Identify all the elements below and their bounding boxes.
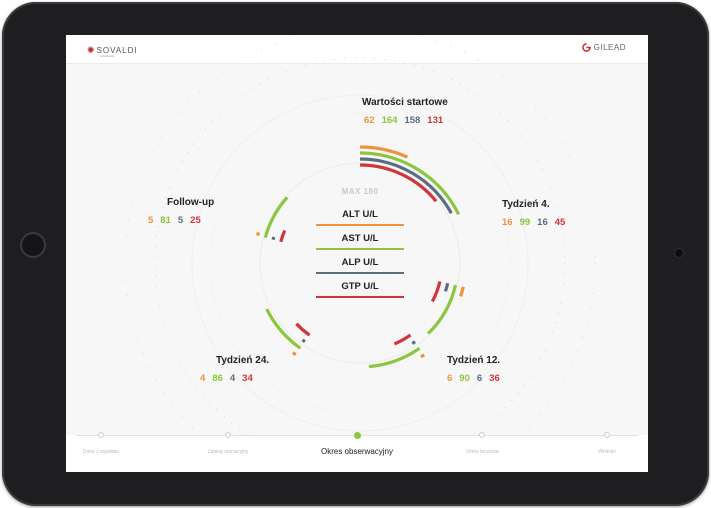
- value-4-0: 5: [148, 215, 154, 226]
- radial-chart: [124, 35, 596, 435]
- tick-ring: [209, 112, 511, 414]
- nav-dot-4[interactable]: [604, 432, 610, 438]
- bar-0-3: [359, 163, 438, 203]
- legend-swatch-1: [316, 248, 404, 250]
- value-1-3: 45: [554, 217, 566, 228]
- bar-0-0: [359, 145, 409, 159]
- value-2-2: 6: [476, 373, 483, 384]
- nav-item-3[interactable]: Okres leczenia: [465, 449, 499, 455]
- nav-item-4[interactable]: Wnioski: [598, 449, 616, 455]
- bar-1-1: [426, 284, 458, 335]
- value-3-1: 86: [212, 373, 223, 384]
- legend-swatch-0: [316, 224, 404, 226]
- bar-1-2: [443, 282, 450, 292]
- legend-label-0: ALT U/L: [342, 209, 378, 220]
- nav-dot-2[interactable]: [353, 431, 361, 439]
- value-1-1: 99: [519, 217, 531, 228]
- legend-item-0[interactable]: ALT U/L: [316, 209, 404, 226]
- max-label: MAX 180: [341, 187, 379, 196]
- group-label-2: Tydzień 12.: [447, 355, 501, 366]
- group-values-3: 4 86 4 34: [200, 373, 260, 384]
- nav-item-1[interactable]: Zabieg operacyjny: [207, 449, 249, 455]
- sovaldi-logo[interactable]: ✺ SOVALDI sofosbuwir: [87, 42, 138, 59]
- group-label-1: Tydzień 4.: [502, 199, 550, 210]
- header-bar: ✺ SOVALDI sofosbuwir GILEAD: [66, 35, 648, 64]
- sovaldi-mark-icon: ✺: [87, 44, 95, 55]
- legend-label-2: ALP U/L: [341, 257, 379, 268]
- camera-icon: [674, 248, 684, 258]
- bar-2-1: [368, 346, 421, 369]
- value-2-3: 36: [489, 373, 500, 384]
- dotted-ring: [154, 57, 566, 435]
- nav-dot-0[interactable]: [98, 432, 104, 438]
- group-values-1: 16 99 16 45: [502, 217, 572, 228]
- bottom-navigation: Dane z wywiadu Zabieg operacyjny Okres obs…: [66, 431, 648, 472]
- group-values-0: 62 164 158 131: [364, 115, 450, 126]
- bar-3-1: [265, 308, 302, 350]
- bar-0-2: [359, 157, 453, 215]
- brand-right-text: GILEAD: [593, 43, 626, 52]
- value-2-1: 90: [459, 373, 470, 384]
- bar-2-3: [393, 333, 412, 346]
- value-0-1: 164: [381, 115, 398, 126]
- value-0-3: 131: [427, 115, 444, 126]
- bar-4-0: [256, 231, 261, 236]
- outer-ring: [191, 94, 529, 432]
- home-button[interactable]: [20, 232, 46, 258]
- bar-3-3: [295, 322, 311, 337]
- bar-1-0: [459, 286, 465, 297]
- value-2-0: 6: [447, 373, 453, 384]
- bar-4-3: [279, 229, 287, 243]
- value-3-3: 34: [242, 373, 253, 384]
- nav-dot-1[interactable]: [225, 432, 231, 438]
- brand-left-subtitle: sofosbuwir: [100, 54, 115, 58]
- bar-2-2: [411, 340, 416, 345]
- legend-swatch-3: [316, 296, 404, 298]
- nav-dot-3[interactable]: [479, 432, 485, 438]
- brand-left-text: SOVALDI: [96, 45, 138, 55]
- value-3-0: 4: [200, 373, 206, 384]
- bar-3-0: [291, 351, 297, 357]
- legend-swatch-2: [316, 272, 404, 274]
- dotted-ring-outer: [124, 35, 596, 435]
- legend-item-3[interactable]: GTP U/L: [316, 281, 404, 298]
- value-1-0: 16: [502, 217, 513, 228]
- inner-ring: [259, 162, 461, 364]
- value-0-0: 62: [364, 115, 375, 126]
- bar-3-2: [301, 338, 306, 343]
- group-label-0: Wartości startowe: [362, 97, 448, 108]
- legend-label-3: GTP U/L: [341, 281, 379, 292]
- bar-4-1: [263, 196, 289, 239]
- value-3-2: 4: [229, 373, 236, 384]
- app-screen: ✺ SOVALDI sofosbuwir GILEAD MAX 180 ALT …: [66, 35, 648, 472]
- legend-item-2[interactable]: ALP U/L: [316, 257, 404, 274]
- bar-4-2: [271, 236, 276, 241]
- value-4-2: 5: [177, 215, 184, 226]
- value-0-2: 158: [404, 115, 421, 126]
- bar-0-1: [359, 151, 461, 216]
- gilead-logo[interactable]: GILEAD: [581, 43, 626, 52]
- legend-item-1[interactable]: AST U/L: [316, 233, 404, 250]
- nav-item-2[interactable]: Okres obserwacyjny: [320, 447, 394, 456]
- group-values-2: 6 90 6 36: [447, 373, 507, 384]
- gilead-mark-icon: [581, 43, 591, 52]
- group-label-3: Tydzień 24.: [216, 355, 270, 366]
- group-values-4: 5 81 5 25: [148, 215, 208, 226]
- group-label-4: Follow-up: [167, 197, 215, 208]
- legend-label-1: AST U/L: [341, 233, 379, 244]
- bar-1-3: [430, 281, 442, 303]
- nav-item-0[interactable]: Dane z wywiadu: [82, 449, 120, 455]
- value-4-3: 25: [190, 215, 201, 226]
- value-4-1: 81: [160, 215, 171, 226]
- bar-2-0: [420, 353, 426, 359]
- value-1-2: 16: [537, 217, 548, 228]
